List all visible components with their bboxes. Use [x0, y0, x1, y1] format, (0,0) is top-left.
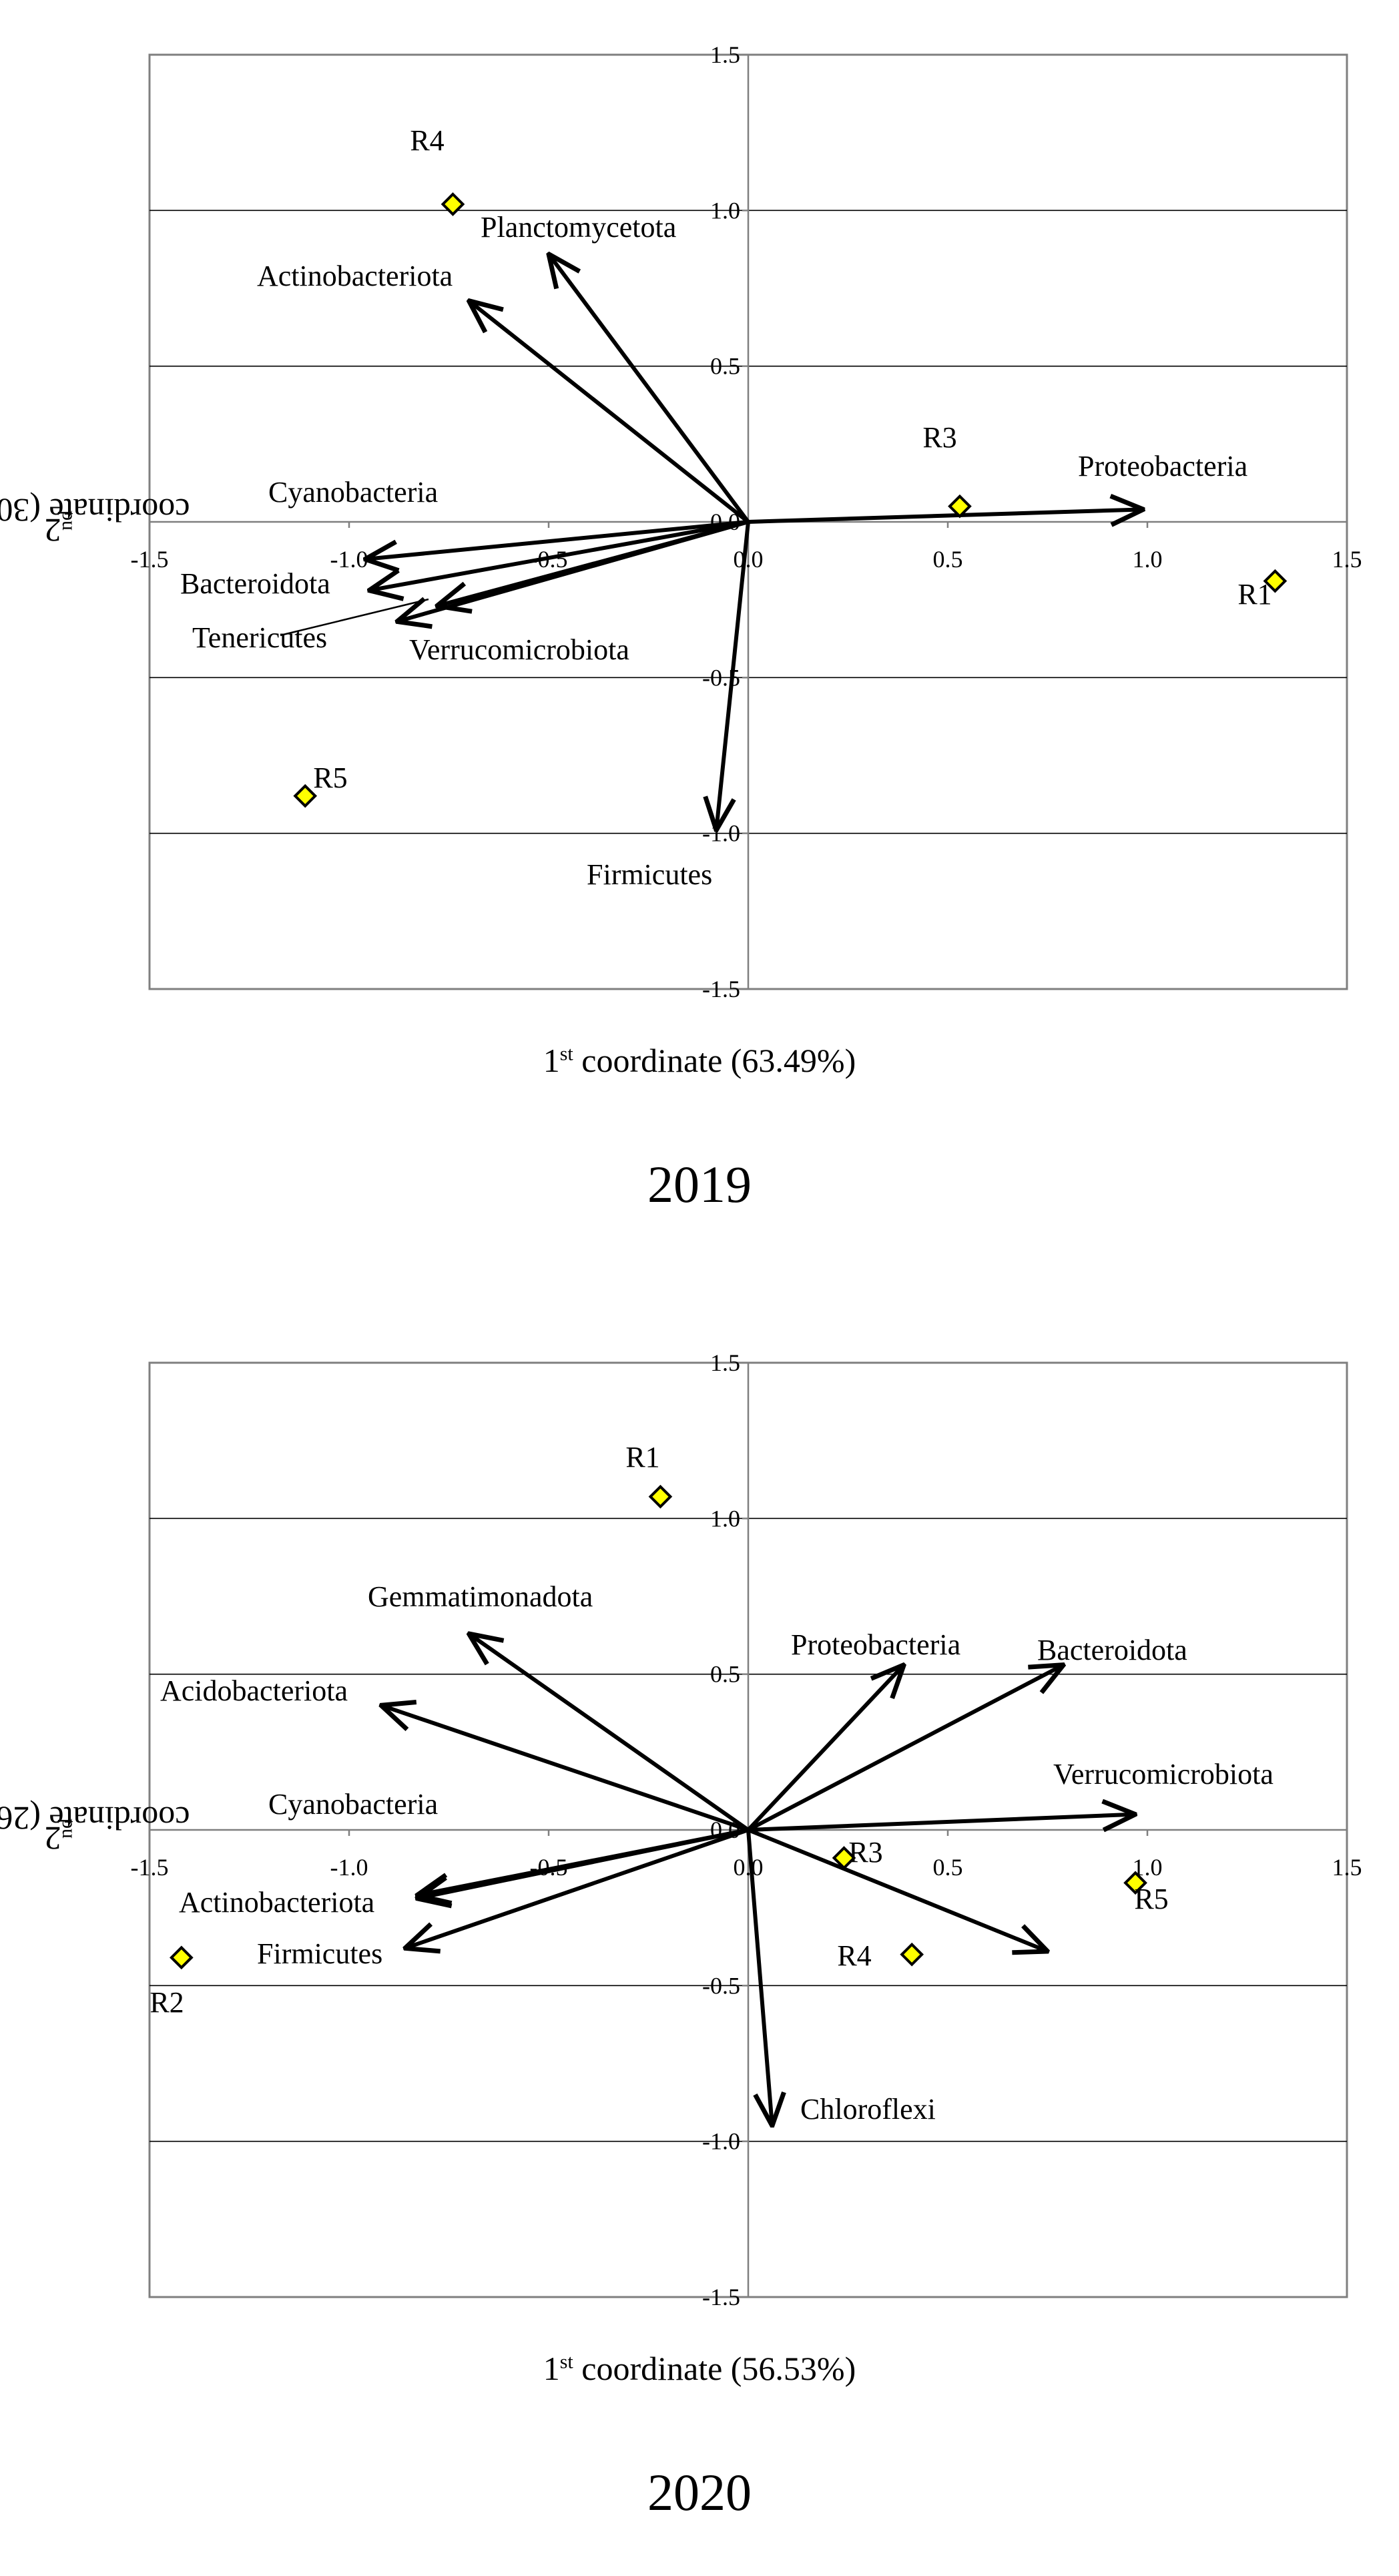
chart-2020-y-tick-label: 1.5	[710, 1349, 740, 1376]
chart-2019-vector-proteobacteria	[748, 509, 1143, 522]
chart-2020-point-r3	[832, 1846, 856, 1870]
chart-2019-x-tick-label: 0.0	[734, 546, 764, 573]
chart-2020-vector-gemmatimonadota	[469, 1634, 750, 1832]
chart-2019-vector-bacteroidota	[369, 520, 749, 591]
chart-2020-point-label: R2	[150, 1986, 184, 2019]
chart-2019-vector-firmicutes	[716, 521, 750, 830]
chart-2019-plot: -1.5-1.0-0.50.00.51.01.51.51.00.50.0-0.5…	[131, 41, 1362, 1002]
chart-2020-x-tick-label: -1.5	[131, 1854, 169, 1881]
chart-2020-year-caption: 2020	[647, 2463, 752, 2521]
chart-2019-vector-label: Planctomycetota	[481, 211, 676, 244]
chart-2019-y-tick-label: 1.5	[710, 41, 740, 68]
chart-2019-x-tick-label: -1.0	[330, 546, 368, 573]
chart-2019-vector-planctomycetota	[549, 254, 750, 523]
chart-2019-vector-label: Verrucomicrobiota	[409, 633, 629, 666]
chart-2020-y-tick-label: 1.0	[710, 1505, 740, 1532]
chart-2019-vector-cyanobacteria	[365, 520, 749, 559]
chart-2020-point-r1	[648, 1484, 673, 1509]
chart-2020-vector-proteobacteria	[746, 1665, 904, 1832]
chart-2020-vector-label: Proteobacteria	[791, 1628, 960, 1661]
chart-2020-y-tick-label: -0.5	[702, 1972, 740, 1999]
chart-2020-vector-label: Cyanobacteria	[268, 1788, 438, 1821]
chart-2019-point-r4	[441, 192, 465, 216]
chart-2020-point-label: R5	[1134, 1883, 1168, 1915]
chart-2019-x-tick-label: 1.0	[1133, 546, 1163, 573]
chart-2020-point-label: R3	[848, 1836, 882, 1869]
chart-2020-vector-label: Firmicutes	[257, 1937, 382, 1970]
chart-2020-point-r2	[170, 1945, 194, 1970]
chart-2019-point-r5	[293, 783, 318, 808]
chart-2020: -1.5-1.0-0.50.00.51.01.51.51.00.50.0-0.5…	[0, 1308, 1399, 2576]
chart-2019-point-r3	[948, 494, 972, 519]
chart-2019-vector-actinobacteriota	[469, 301, 750, 524]
chart-2020-point-r4	[900, 1942, 924, 1967]
chart-2020-x-axis-title: 1st coordinate (56.53%)	[543, 2350, 856, 2387]
chart-2019-tenericutes-leader	[280, 598, 429, 637]
chart-2019-point-label: R1	[1237, 578, 1272, 611]
chart-2019-vector-label: Firmicutes	[587, 858, 712, 891]
chart-2019-x-tick-label: 1.5	[1332, 546, 1362, 573]
chart-2019-y-tick-label: -1.5	[702, 976, 740, 1002]
chart-2019-vector-label: Bacteroidota	[180, 567, 330, 600]
chart-2019-y-tick-label: 1.0	[710, 197, 740, 224]
chart-2019-point-label: R4	[410, 124, 444, 157]
chart-2020-y-tick-label: -1.0	[702, 2128, 740, 2155]
chart-2020-vector-unlabeled-9	[747, 1828, 1048, 1951]
chart-2020-vector-label: Gemmatimonadota	[368, 1580, 593, 1613]
chart-2020-y-tick-label: -1.5	[702, 2284, 740, 2310]
chart-2020-point-label: R1	[625, 1441, 659, 1474]
chart-2019-x-tick-label: -1.5	[131, 546, 169, 573]
chart-2020-x-tick-label: -1.0	[330, 1854, 368, 1881]
chart-2020-x-tick-label: 0.5	[933, 1854, 963, 1881]
chart-2019-point-label: R3	[922, 421, 956, 454]
chart-2020-vector-label: Acidobacteriota	[160, 1674, 348, 1707]
chart-2019-vector-label: Proteobacteria	[1078, 450, 1247, 482]
chart-2020-x-tick-label: 0.0	[734, 1854, 764, 1881]
chart-2020-vector-label: Chloroflexi	[800, 2093, 936, 2126]
chart-2020-vector-actinobacteriota	[417, 1828, 749, 1899]
chart-2020-vector-acidobacteriota	[381, 1705, 749, 1832]
chart-2019-vector-verrucomicrobiota	[437, 520, 749, 606]
chart-2020-vector-bacteroidota	[747, 1665, 1063, 1832]
chart-2020-point-r5	[1123, 1871, 1147, 1895]
chart-2019-point-label: R5	[313, 761, 347, 794]
chart-2019-point-r1	[1263, 569, 1288, 593]
chart-2020-vector-label: Bacteroidota	[1037, 1634, 1187, 1666]
chart-2019-year-caption: 2019	[647, 1155, 752, 1213]
chart-2020-vector-firmicutes	[405, 1828, 749, 1948]
chart-2020-x-tick-label: 1.5	[1332, 1854, 1362, 1881]
chart-2019-vector-label: Cyanobacteria	[268, 476, 438, 509]
chart-2019-x-axis-title: 1st coordinate (63.49%)	[543, 1042, 856, 1079]
chart-2019-vector-label: Actinobacteriota	[257, 260, 453, 292]
chart-2020-vector-label: Verrucomicrobiota	[1053, 1758, 1274, 1791]
chart-2020-point-label: R4	[837, 1939, 871, 1972]
chart-2020-vector-verrucomicrobiota	[748, 1815, 1135, 1830]
chart-2020-vector-chloroflexi	[746, 1829, 772, 2126]
chart-2019-vector-label: Tenericutes	[192, 621, 327, 654]
chart-2020-vector-label: Actinobacteriota	[179, 1886, 374, 1919]
chart-2019-y-tick-label: -1.0	[702, 820, 740, 847]
chart-2020-plot: -1.5-1.0-0.50.00.51.01.51.51.00.50.0-0.5…	[131, 1349, 1362, 2310]
chart-2020-y-tick-label: 0.5	[710, 1661, 740, 1688]
chart-2019-y-tick-label: 0.5	[710, 353, 740, 380]
chart-2019: -1.5-1.0-0.50.00.51.01.51.51.00.50.0-0.5…	[0, 0, 1399, 1268]
chart-2019-x-tick-label: 0.5	[933, 546, 963, 573]
